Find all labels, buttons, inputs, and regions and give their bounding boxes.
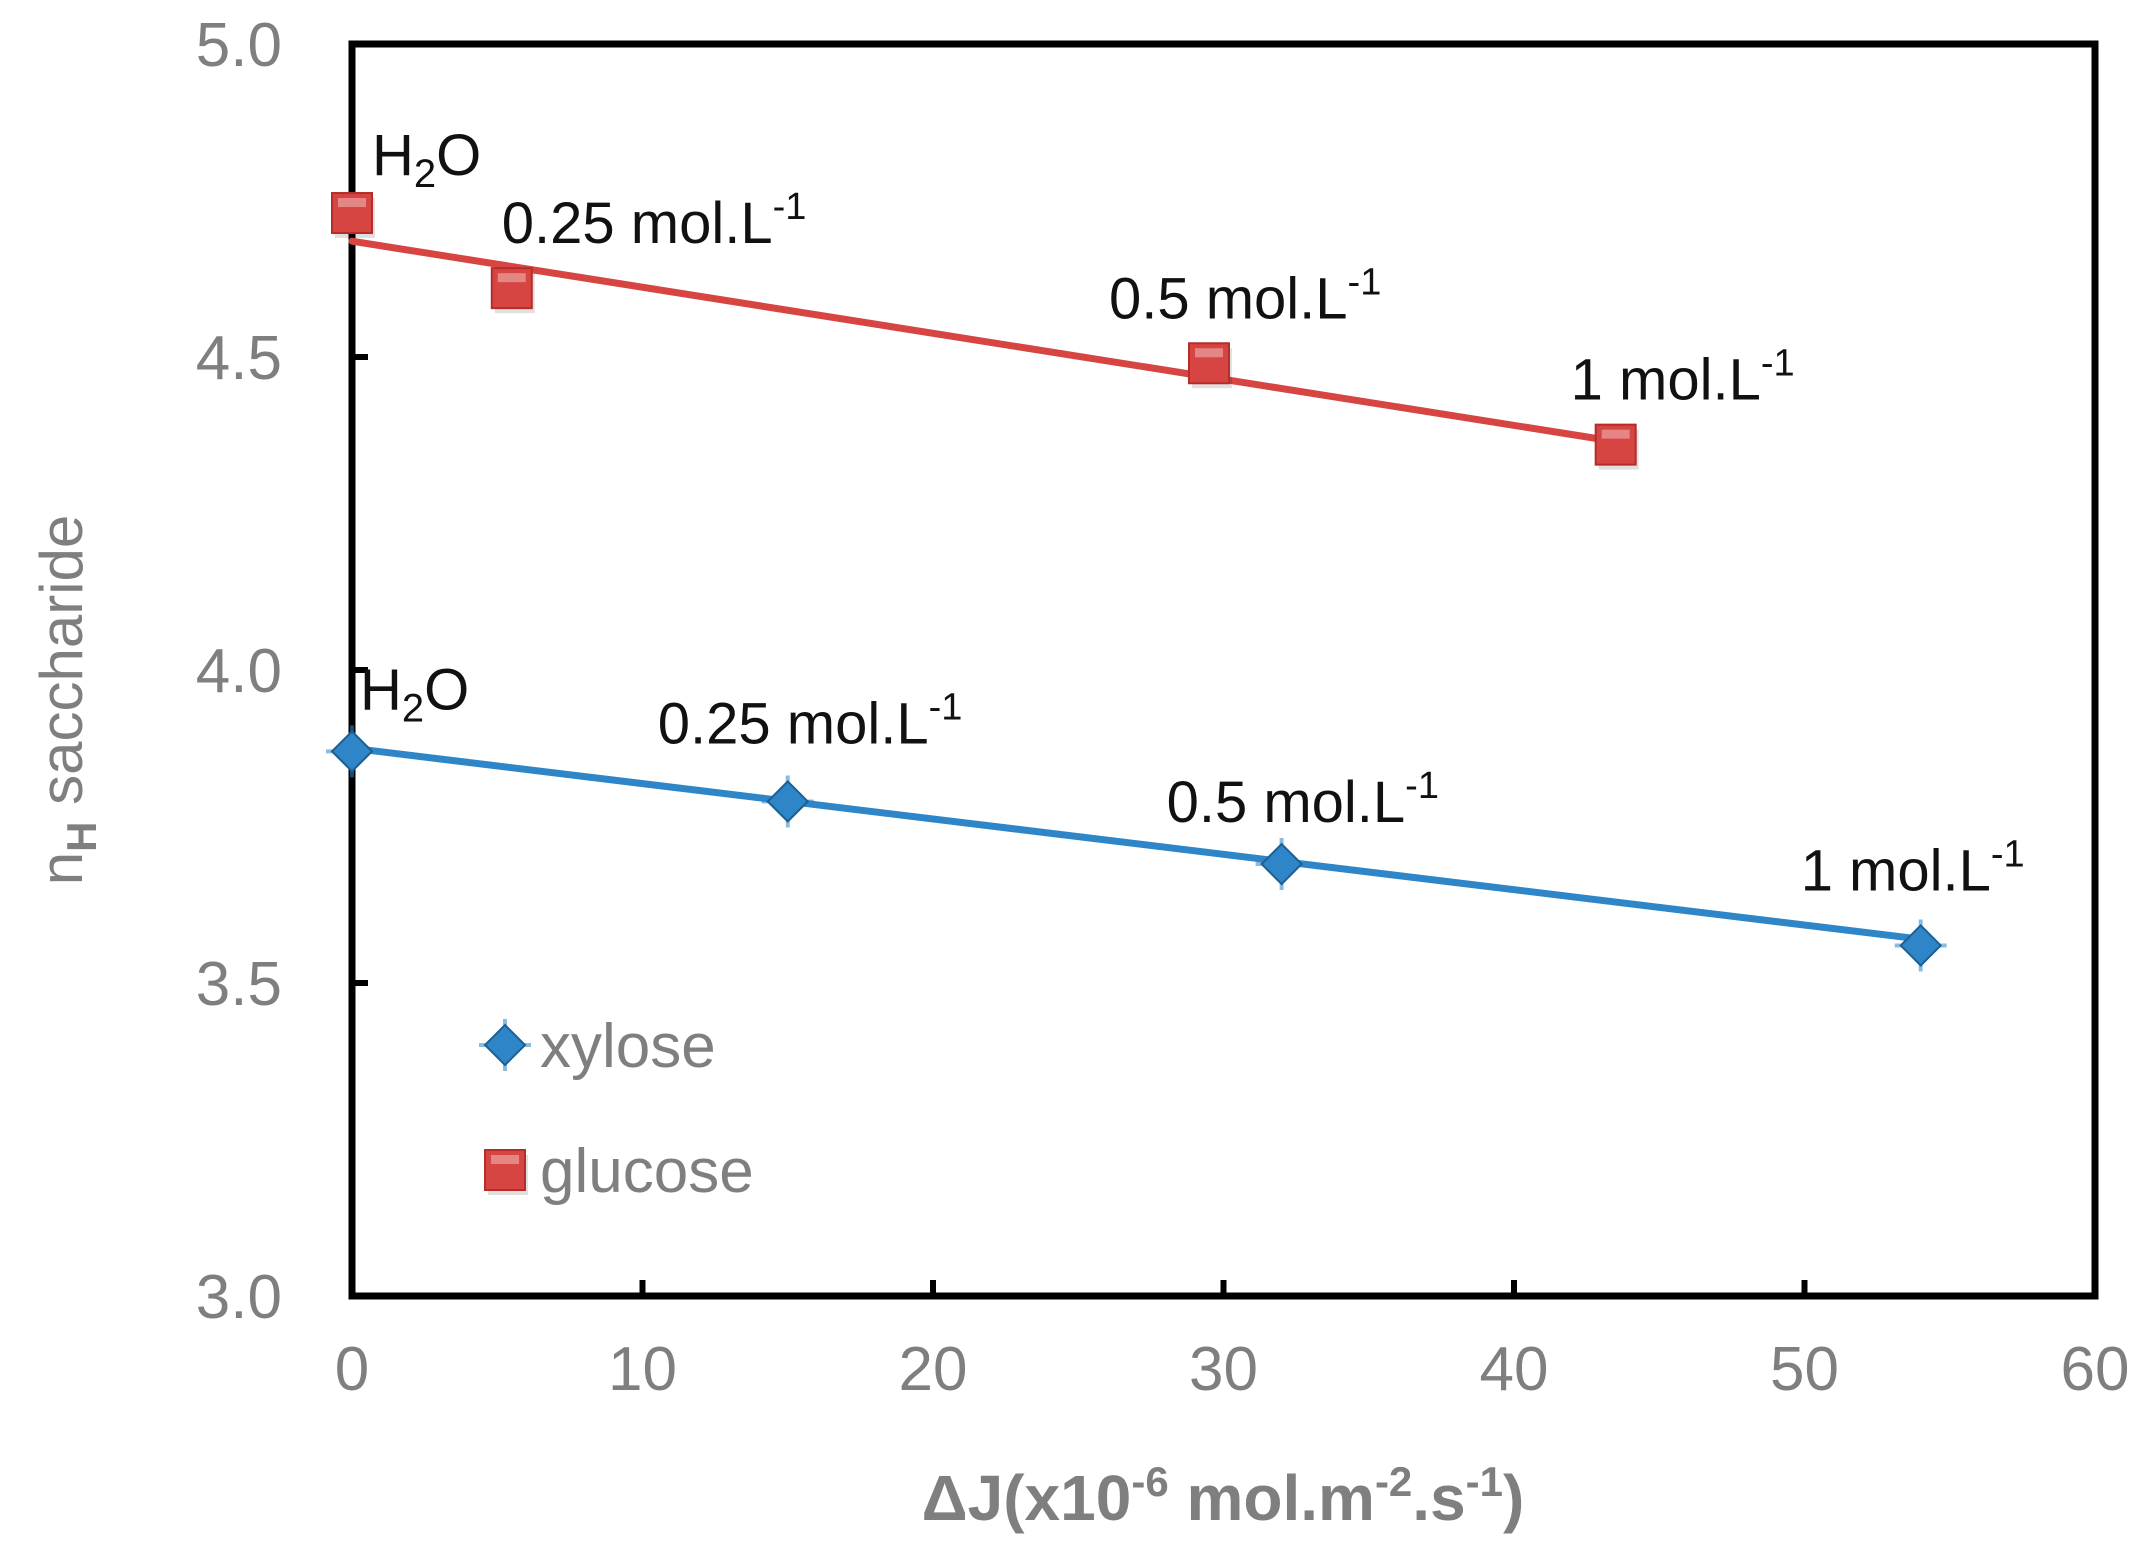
legend-marker-glucose <box>484 1149 526 1191</box>
xylose-point-label: H2O <box>360 657 469 730</box>
legend-marker-xylose <box>483 1023 527 1067</box>
x-tick-label: 30 <box>1189 1335 1258 1404</box>
x-axis-title: ΔJ(x10-6 mol.m-2.s-1) <box>922 1458 1525 1534</box>
glucose-point <box>1594 423 1637 466</box>
xylose-point <box>766 780 810 823</box>
x-tick-label: 0 <box>335 1335 369 1404</box>
axis-titles: ΔJ(x10-6 mol.m-2.s-1) nH saccharide <box>28 515 1524 1534</box>
legend: xylose glucose <box>479 1012 754 1206</box>
x-tick-label: 50 <box>1770 1335 1839 1404</box>
xylose-point <box>1260 842 1304 886</box>
y-tick-label: 4.5 <box>196 324 282 393</box>
y-axis-title: nH saccharide <box>28 515 105 886</box>
glucose-point <box>490 267 533 310</box>
series-layer <box>326 192 1947 972</box>
y-tick-label: 5.0 <box>196 11 282 80</box>
glucose-point-label: 0.5 mol.L-1 <box>1109 261 1381 331</box>
legend-marker-glucose-highlight <box>491 1155 519 1164</box>
glucose-trendline <box>348 237 1620 446</box>
glucose-point-highlight <box>338 198 366 208</box>
glucose-point-label: H2O <box>372 123 481 196</box>
axes-layer: 0 10 20 30 40 50 60 3.0 3.5 4.0 4.5 5.0 <box>196 11 2130 1404</box>
glucose-point-label: 1 mol.L-1 <box>1571 343 1795 413</box>
y-tick-label: 3.0 <box>196 1263 282 1332</box>
y-tick-label: 3.5 <box>196 950 282 1019</box>
legend-label-glucose: glucose <box>540 1137 754 1206</box>
annotation-layer: H2O 0.25 mol.L-1 0.5 mol.L-1 1 mol.L-1 H2O 0.… <box>360 123 2025 903</box>
x-tick-label: 10 <box>608 1335 677 1404</box>
glucose-point <box>1187 342 1230 385</box>
x-tick-label: 20 <box>899 1335 968 1404</box>
glucose-point-label: 0.25 mol.L-1 <box>502 186 807 256</box>
xylose-point <box>330 729 374 773</box>
y-tick-label: 4.0 <box>196 637 282 706</box>
glucose-point-highlight <box>497 273 526 283</box>
xylose-trendline <box>348 744 1925 943</box>
xylose-point <box>1899 924 1943 967</box>
x-tick-label: 60 <box>2061 1335 2130 1404</box>
glucose-point-highlight <box>1601 429 1630 439</box>
glucose-point <box>331 192 373 235</box>
xylose-point-label: 0.25 mol.L-1 <box>658 686 963 756</box>
x-tick-label: 40 <box>1480 1335 1549 1404</box>
legend-label-xylose: xylose <box>540 1012 716 1081</box>
xylose-point-label: 1 mol.L-1 <box>1801 833 2025 903</box>
glucose-point-highlight <box>1194 348 1223 358</box>
xylose-point-label: 0.5 mol.L-1 <box>1167 765 1439 835</box>
